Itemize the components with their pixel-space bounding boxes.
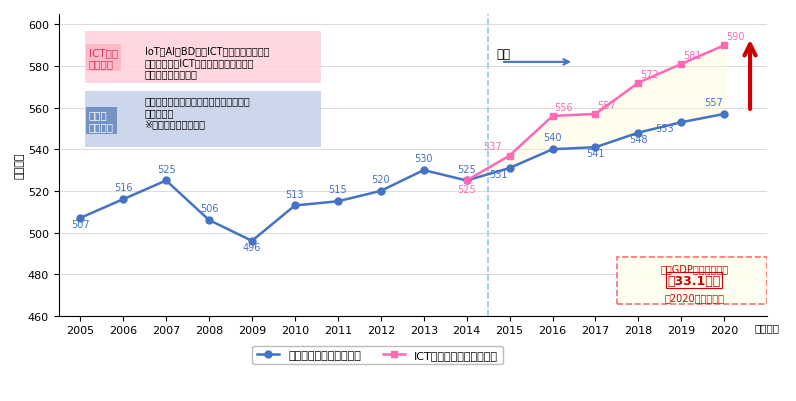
Text: 525: 525 xyxy=(157,164,175,174)
ICT成長シナリオ（実質） xyxy=(677,63,686,67)
Text: 541: 541 xyxy=(586,149,605,159)
Text: 525: 525 xyxy=(457,185,476,195)
Line: ベースシナリオ（実質）: ベースシナリオ（実質） xyxy=(76,111,728,245)
ベースシナリオ（実質） xyxy=(505,166,514,171)
ベースシナリオ（実質） xyxy=(462,178,471,183)
ベースシナリオ（実質） xyxy=(248,239,257,244)
ベースシナリオ（実質） xyxy=(634,131,643,136)
ベースシナリオ（実質） xyxy=(591,146,600,150)
ベースシナリオ（実質） xyxy=(119,197,128,202)
Line: ICT成長シナリオ（実質）: ICT成長シナリオ（実質） xyxy=(463,43,728,184)
ICT成長シナリオ（実質） xyxy=(548,114,557,119)
Text: ICT成長
シナリオ: ICT成長 シナリオ xyxy=(89,48,118,69)
Text: 実質GDP押し上げ効果: 実質GDP押し上げ効果 xyxy=(660,263,728,273)
Text: 予測: 予測 xyxy=(497,48,511,61)
ベースシナリオ（実質） xyxy=(205,218,214,223)
Text: 約33.1兆円: 約33.1兆円 xyxy=(668,274,721,287)
FancyBboxPatch shape xyxy=(617,257,767,304)
ICT成長シナリオ（実質） xyxy=(720,44,729,49)
ベースシナリオ（実質） xyxy=(548,148,557,152)
Text: 556: 556 xyxy=(554,103,573,113)
ICT成長シナリオ（実質） xyxy=(462,178,471,183)
ICT成長シナリオ（実質） xyxy=(505,154,514,158)
ベースシナリオ（実質） xyxy=(162,178,171,183)
Text: 経済が足元の潜在成長率並みで将来にわ
たって推移
※内閣府試算に基づく: 経済が足元の潜在成長率並みで将来にわ たって推移 ※内閣府試算に基づく xyxy=(145,96,251,129)
Text: （2020年度時点）: （2020年度時点） xyxy=(664,292,724,302)
Text: 507: 507 xyxy=(71,219,89,229)
Text: 540: 540 xyxy=(544,133,562,143)
Text: 520: 520 xyxy=(372,174,390,184)
Text: 590: 590 xyxy=(726,32,744,42)
Text: 548: 548 xyxy=(629,134,648,144)
Y-axis label: （兆円）: （兆円） xyxy=(15,152,25,179)
Text: （年度）: （年度） xyxy=(755,322,779,332)
FancyBboxPatch shape xyxy=(84,32,321,83)
Text: 557: 557 xyxy=(597,101,616,110)
ベースシナリオ（実質） xyxy=(290,204,299,209)
Text: ベース
シナリオ: ベース シナリオ xyxy=(89,110,114,132)
Text: 530: 530 xyxy=(415,154,433,164)
ベースシナリオ（実質） xyxy=(333,199,342,204)
Text: 537: 537 xyxy=(484,142,502,152)
ICT成長シナリオ（実質） xyxy=(591,112,600,117)
Text: 506: 506 xyxy=(200,204,218,214)
Text: 513: 513 xyxy=(286,189,304,199)
Legend: ベースシナリオ（実質）, ICT成長シナリオ（実質）: ベースシナリオ（実質）, ICT成長シナリオ（実質） xyxy=(252,346,502,365)
Text: 553: 553 xyxy=(655,124,674,134)
Text: 516: 516 xyxy=(114,183,132,193)
Text: 581: 581 xyxy=(683,51,702,61)
ベースシナリオ（実質） xyxy=(419,168,428,173)
ベースシナリオ（実質） xyxy=(677,120,686,125)
Text: 572: 572 xyxy=(640,69,659,79)
Text: 525: 525 xyxy=(457,164,476,174)
Text: 557: 557 xyxy=(704,98,723,108)
ベースシナリオ（実質） xyxy=(720,112,729,117)
Text: 496: 496 xyxy=(243,242,261,252)
ベースシナリオ（実質） xyxy=(76,216,85,221)
Text: 515: 515 xyxy=(329,185,347,195)
Text: IoT・AI・BD等のICTの進展を見据え、
企業におけるICT投資や生産性向上に係
る取り組みが活性化: IoT・AI・BD等のICTの進展を見据え、 企業におけるICT投資や生産性向上… xyxy=(145,46,269,79)
Text: 531: 531 xyxy=(490,170,508,180)
ICT成長シナリオ（実質） xyxy=(634,81,643,86)
FancyBboxPatch shape xyxy=(84,92,321,148)
ベースシナリオ（実質） xyxy=(376,189,385,194)
